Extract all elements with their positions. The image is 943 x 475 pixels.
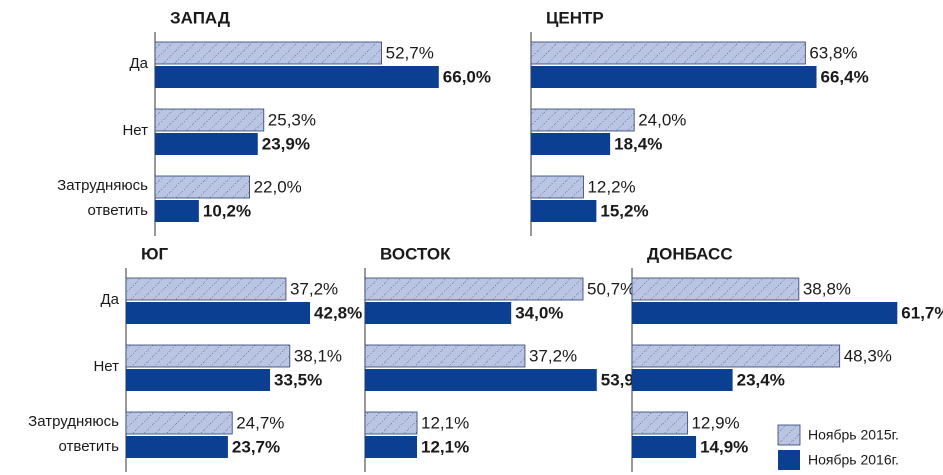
value-label: 23,4% bbox=[737, 370, 785, 389]
bar bbox=[125, 344, 291, 368]
legend-label: Ноябрь 2016г. bbox=[808, 452, 899, 468]
value-label: 12,2% bbox=[587, 177, 635, 196]
value-label: 34,0% bbox=[515, 303, 563, 322]
panel-title: ДОНБАСС bbox=[647, 244, 733, 263]
bar bbox=[364, 277, 584, 301]
value-label: 66,4% bbox=[821, 67, 869, 86]
category-label: Затрудняюсь ответить bbox=[28, 413, 119, 455]
bar bbox=[154, 41, 383, 65]
value-label: 50,7% bbox=[587, 279, 635, 298]
bar bbox=[632, 302, 898, 324]
value-label: 66,0% bbox=[443, 67, 491, 86]
value-label: 23,9% bbox=[262, 134, 310, 153]
bar bbox=[531, 133, 611, 155]
value-label: 52,7% bbox=[386, 43, 434, 62]
value-label: 63,8% bbox=[809, 43, 857, 62]
value-label: 10,2% bbox=[203, 201, 251, 220]
bar bbox=[365, 369, 597, 391]
legend-label: Ноябрь 2015г. bbox=[808, 427, 899, 443]
value-label: 22,0% bbox=[254, 177, 302, 196]
bar bbox=[155, 133, 258, 155]
bar bbox=[154, 108, 265, 132]
category-label: Затрудняюсь ответить bbox=[57, 177, 148, 219]
value-label: 42,8% bbox=[314, 303, 362, 322]
bar bbox=[531, 66, 817, 88]
category-label: Нет bbox=[122, 122, 148, 139]
value-label: 14,9% bbox=[700, 437, 748, 456]
value-label: 61,7% bbox=[901, 303, 943, 322]
bar bbox=[126, 369, 271, 391]
bar bbox=[631, 344, 841, 368]
bar bbox=[632, 369, 733, 391]
bar bbox=[364, 411, 418, 435]
panel-title: ЮГ bbox=[141, 244, 169, 263]
bar bbox=[155, 200, 199, 222]
bar bbox=[364, 344, 526, 368]
bar bbox=[154, 175, 250, 199]
bar bbox=[631, 277, 800, 301]
bar bbox=[531, 200, 597, 222]
bar bbox=[126, 436, 228, 458]
bar bbox=[530, 175, 584, 199]
bar bbox=[365, 302, 512, 324]
bar bbox=[125, 277, 287, 301]
value-label: 12,1% bbox=[421, 437, 469, 456]
bar bbox=[126, 302, 311, 324]
value-label: 12,9% bbox=[691, 413, 739, 432]
value-label: 15,2% bbox=[600, 201, 648, 220]
panel-title: ЗАПАД bbox=[170, 8, 230, 27]
legend-swatch bbox=[777, 424, 801, 446]
panel-title: ЦЕНТР bbox=[546, 8, 604, 27]
bar bbox=[632, 436, 697, 458]
bar bbox=[155, 66, 439, 88]
value-label: 24,0% bbox=[638, 110, 686, 129]
category-label: Да bbox=[129, 55, 148, 72]
bar bbox=[631, 411, 688, 435]
value-label: 37,2% bbox=[290, 279, 338, 298]
value-label: 25,3% bbox=[268, 110, 316, 129]
value-label: 38,1% bbox=[294, 346, 342, 365]
value-label: 23,7% bbox=[232, 437, 280, 456]
bar bbox=[530, 108, 635, 132]
value-label: 37,2% bbox=[529, 346, 577, 365]
bar bbox=[125, 411, 233, 435]
category-label: Нет bbox=[93, 358, 119, 375]
value-label: 38,8% bbox=[803, 279, 851, 298]
value-label: 18,4% bbox=[614, 134, 662, 153]
value-label: 48,3% bbox=[844, 346, 892, 365]
category-label: Да bbox=[100, 291, 119, 308]
value-label: 24,7% bbox=[236, 413, 284, 432]
value-label: 33,5% bbox=[274, 370, 322, 389]
legend-swatch bbox=[778, 450, 800, 470]
bar bbox=[365, 436, 418, 458]
bar bbox=[530, 41, 806, 65]
panel-title: ВОСТОК bbox=[380, 244, 451, 263]
value-label: 12,1% bbox=[421, 413, 469, 432]
